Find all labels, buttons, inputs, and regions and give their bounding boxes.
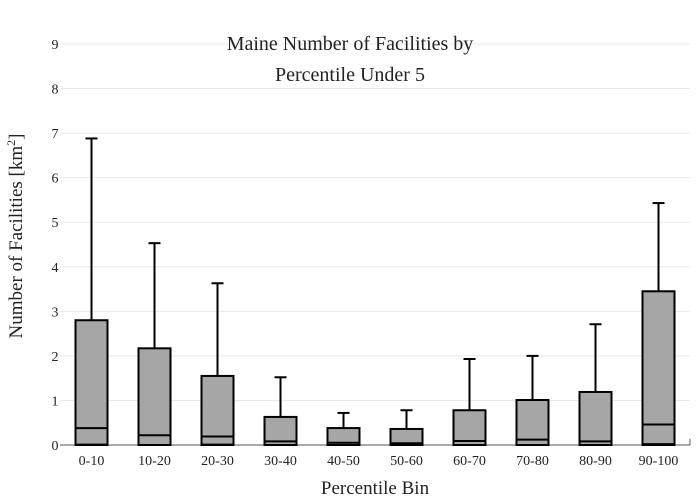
box-10-20 bbox=[137, 242, 172, 447]
box-80-90 bbox=[578, 323, 613, 446]
tick-labels: 0 1 2 3 4 5 6 7 8 9 0-10 10-20 20-30 30-40 40-50 50-60 6… bbox=[52, 38, 679, 469]
x-tick-label: 0-10 bbox=[79, 454, 105, 469]
x-tick-label: 40-50 bbox=[327, 454, 360, 469]
box-20-30 bbox=[200, 282, 235, 447]
y-tick-label: 5 bbox=[52, 216, 59, 231]
y-tick-label: 6 bbox=[52, 172, 59, 187]
box-body bbox=[578, 390, 613, 446]
x-tick-label: 80-90 bbox=[579, 454, 612, 469]
y-tick-label: 3 bbox=[52, 305, 59, 320]
box-body bbox=[137, 347, 172, 447]
box-body bbox=[74, 319, 109, 446]
box-body bbox=[515, 398, 550, 447]
x-tick-label: 30-40 bbox=[264, 454, 297, 469]
box-body bbox=[263, 415, 298, 446]
chart-title-line-1: Maine Number of Facilities by bbox=[227, 33, 474, 55]
box-90-100 bbox=[641, 202, 676, 446]
x-tick-label: 20-30 bbox=[201, 454, 234, 469]
box-body bbox=[641, 290, 676, 446]
box-body bbox=[200, 374, 235, 447]
y-tick-label: 8 bbox=[52, 83, 59, 98]
y-axis-title: Number of Facilities [km2] bbox=[4, 134, 27, 339]
x-axis-title: Percentile Bin bbox=[321, 478, 430, 499]
x-tick-label: 60-70 bbox=[453, 454, 486, 469]
y-tick-label: 1 bbox=[52, 394, 59, 409]
box-40-50 bbox=[326, 411, 361, 446]
box-body bbox=[452, 409, 487, 447]
box-30-40 bbox=[263, 376, 298, 446]
box-50-60 bbox=[389, 409, 424, 446]
x-tick-label: 50-60 bbox=[390, 454, 423, 469]
chart-title: Maine Number of Facilities by Percentile… bbox=[227, 33, 474, 86]
boxes bbox=[74, 137, 676, 447]
y-tick-label: 4 bbox=[52, 261, 59, 276]
y-tick-label: 9 bbox=[52, 38, 59, 53]
box-70-80 bbox=[515, 354, 550, 447]
x-tick-label: 70-80 bbox=[516, 454, 549, 469]
box-0-10 bbox=[74, 137, 109, 446]
x-tick-label: 10-20 bbox=[138, 454, 171, 469]
chart-title-line-2: Percentile Under 5 bbox=[275, 64, 425, 86]
y-axis-title-superscript: 2 bbox=[4, 140, 18, 146]
y-tick-label: 7 bbox=[52, 127, 59, 142]
y-tick-label: 2 bbox=[52, 350, 59, 365]
box-60-70 bbox=[452, 358, 487, 447]
y-axis-title-end: ] bbox=[6, 134, 27, 140]
y-tick-label: 0 bbox=[52, 439, 59, 454]
x-tick-label: 90-100 bbox=[639, 454, 679, 469]
y-axis-title-main: Number of Facilities [km bbox=[6, 146, 27, 339]
